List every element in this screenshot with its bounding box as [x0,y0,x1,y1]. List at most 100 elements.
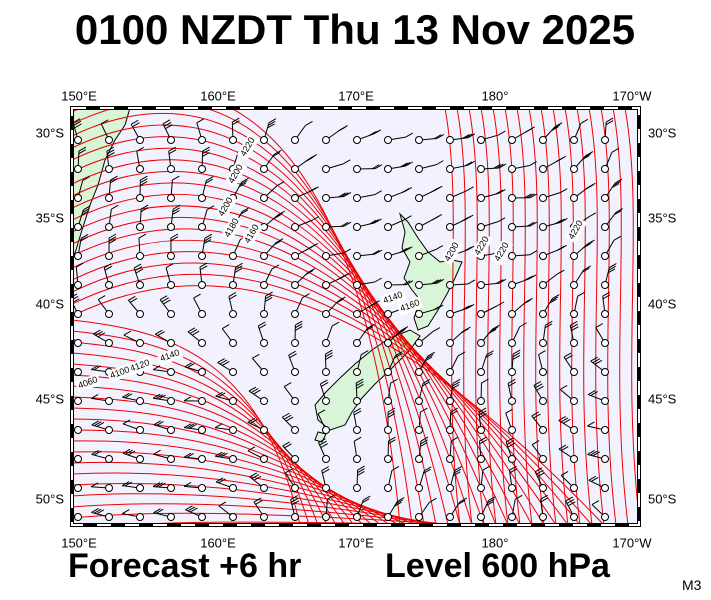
wind-station [570,165,578,173]
wind-barb-feather [95,330,103,336]
wind-barb-feather [156,421,164,426]
wind-barb-feather [550,296,559,302]
wind-station [508,513,516,521]
wind-barb-feather [220,452,228,458]
wind-barb-feather [80,233,89,239]
wind-barb-feather [461,305,470,311]
wind-station [229,455,237,463]
wind-station [260,339,268,347]
wind-barb-feather [172,175,180,181]
wind-barb-feather [317,409,326,415]
wind-station [291,455,299,463]
wind-barb-feather [158,482,166,488]
lat-label-right: 30°S [648,125,677,140]
wind-station [539,281,547,289]
wind-barb-feather [531,411,540,417]
wind-barb-feather [232,120,240,126]
wind-station [601,513,609,521]
wind-station [384,339,392,347]
wind-barb-feather [436,304,444,310]
wind-station [415,194,423,202]
wind-station [446,368,454,376]
wind-barb-feather [78,149,87,155]
wind-barb-feather [433,305,441,311]
wind-barb-feather [357,465,365,471]
wind-station [105,426,113,434]
lat-label-left: 35°S [36,210,65,225]
wind-barb-feather [122,392,130,398]
wind-barb-feather [362,495,371,501]
wind-barb-feather [436,134,445,139]
wind-station [415,223,423,231]
wind-barb-feather [343,221,352,227]
wind-barb-feather [554,122,563,128]
wind-barb-feather [253,475,262,481]
height-contour [72,228,545,525]
wind-barb-feather [140,175,148,181]
wind-barb-feather [355,378,364,384]
wind-barb-feather [186,452,195,458]
wind-barb-feather [202,151,210,157]
wind-station [570,397,578,405]
wind-barb-feather [357,470,365,476]
wind-barb-feather [569,320,578,326]
wind-barb-feather [525,297,533,303]
wind-barb-feather [580,118,589,124]
wind-barb-feather [479,410,487,416]
wind-station [570,310,578,318]
wind-station [105,252,113,260]
wind-station [74,310,82,318]
wind-barb-feather [338,192,346,198]
wind-barb-feather [337,275,345,281]
wind-barb-feather [90,393,99,399]
wind-barb-feather [490,326,499,332]
wind-station [353,310,361,318]
wind-barb-feather [391,465,400,471]
wind-barb-feather [557,269,565,275]
wind-barb-feather [193,293,201,299]
wind-barb-feather [202,146,210,152]
wind-barb-feather [140,180,148,186]
wind-barb-feather [507,378,516,384]
wind-barb-feather [241,177,249,183]
wind-barb-feather [432,215,440,221]
wind-station [74,223,82,231]
wind-barb-feather [94,421,102,427]
wind-station [198,281,206,289]
wind-barb-feather [240,209,249,215]
wind-station [105,310,113,318]
lat-label-right: 40°S [648,296,677,311]
wind-barb-feather [497,217,506,223]
wind-station [136,397,144,405]
wind-station [136,426,144,434]
wind-barb-feather [170,236,179,242]
wind-station [136,310,144,318]
wind-barb-feather [97,332,106,338]
wind-barb-feather [478,407,487,413]
wind-barb-feather [183,396,192,402]
wind-barb-feather [452,381,460,387]
wind-barb-feather [464,304,472,310]
wind-barb-feather [496,163,504,169]
wind-station [260,310,268,318]
wind-barb-feather [222,360,230,366]
wind-station [74,136,82,144]
wind-barb-feather [282,412,290,418]
wind-barb-feather [506,440,515,445]
lon-label-top: 150°E [61,88,97,103]
wind-barb-feather [388,439,396,445]
wind-barb-feather [136,146,144,152]
wind-station [198,339,206,347]
wind-barb-feather [153,508,161,514]
wind-station [74,281,82,289]
wind-barb-feather [162,119,171,125]
wind-barb-feather [205,178,213,184]
contour-label-box [156,346,184,366]
wind-station [539,426,547,434]
level-label: Level 600 hPa [385,547,611,585]
wind-barb-feather [200,265,208,271]
wind-barb-feather [132,122,140,128]
height-contour [516,108,533,525]
wind-station [105,281,113,289]
wind-barb-feather [571,326,579,332]
